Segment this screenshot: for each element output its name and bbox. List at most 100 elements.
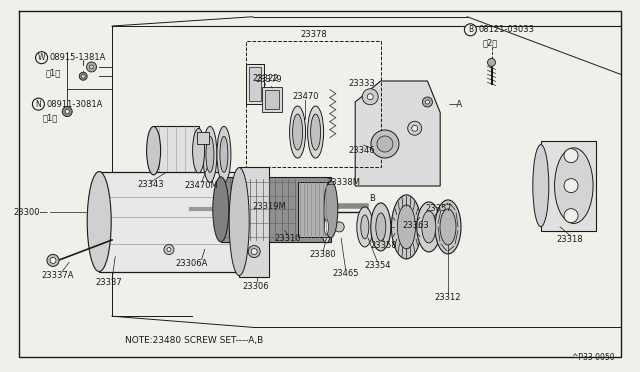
Circle shape: [90, 65, 93, 69]
Text: 23319M: 23319M: [252, 202, 285, 211]
Ellipse shape: [220, 137, 228, 172]
Ellipse shape: [308, 106, 324, 158]
Circle shape: [248, 246, 260, 257]
Text: 23470: 23470: [292, 92, 319, 101]
Ellipse shape: [361, 215, 369, 239]
Ellipse shape: [87, 171, 111, 272]
Text: —A: —A: [448, 100, 462, 109]
Ellipse shape: [417, 202, 441, 252]
Ellipse shape: [244, 174, 264, 269]
Bar: [196, 132, 209, 144]
Ellipse shape: [212, 177, 229, 242]
Ellipse shape: [397, 205, 415, 249]
Text: B: B: [468, 25, 473, 34]
Bar: [262, 87, 282, 112]
Circle shape: [81, 74, 85, 78]
Circle shape: [408, 121, 422, 135]
Circle shape: [564, 179, 578, 193]
Circle shape: [65, 110, 69, 113]
Circle shape: [422, 97, 433, 107]
Text: 08911-3081A: 08911-3081A: [46, 100, 103, 109]
Text: 23465: 23465: [332, 269, 359, 278]
Polygon shape: [355, 81, 440, 186]
Ellipse shape: [290, 106, 306, 158]
Ellipse shape: [203, 126, 217, 182]
Ellipse shape: [435, 200, 461, 254]
Text: 23357: 23357: [425, 204, 452, 213]
Circle shape: [79, 72, 87, 80]
Ellipse shape: [324, 219, 328, 235]
Text: 23318: 23318: [556, 235, 583, 244]
Circle shape: [167, 247, 171, 251]
Circle shape: [164, 244, 174, 254]
Text: 23358: 23358: [371, 241, 397, 250]
Text: 23306: 23306: [243, 282, 269, 291]
Ellipse shape: [440, 209, 456, 245]
Ellipse shape: [554, 148, 593, 224]
Circle shape: [412, 125, 418, 131]
Text: 23380: 23380: [310, 250, 337, 259]
Text: （1）: （1）: [45, 68, 61, 77]
Text: 23337A: 23337A: [42, 271, 74, 280]
Bar: [298, 182, 328, 237]
Circle shape: [33, 98, 44, 110]
Text: 〈2〉: 〈2〉: [483, 38, 498, 47]
Bar: [239, 167, 269, 276]
Ellipse shape: [193, 128, 205, 173]
Bar: [221, 177, 331, 242]
Text: W: W: [38, 53, 45, 62]
Text: 23470M: 23470M: [185, 181, 218, 190]
Circle shape: [47, 254, 59, 266]
Ellipse shape: [321, 211, 332, 243]
Circle shape: [564, 149, 578, 163]
Ellipse shape: [292, 114, 303, 150]
Circle shape: [371, 130, 399, 158]
Text: 23310: 23310: [275, 234, 301, 243]
Circle shape: [488, 58, 495, 66]
Text: 23379: 23379: [255, 76, 282, 84]
Bar: [541, 141, 596, 231]
Ellipse shape: [217, 126, 231, 182]
Text: 23343: 23343: [137, 180, 164, 189]
Ellipse shape: [376, 213, 386, 241]
Text: 23333: 23333: [348, 79, 375, 88]
Text: 23337: 23337: [95, 278, 122, 287]
Ellipse shape: [206, 137, 214, 172]
Ellipse shape: [229, 167, 249, 276]
Circle shape: [50, 257, 56, 263]
Circle shape: [362, 89, 378, 105]
Circle shape: [334, 222, 344, 232]
Ellipse shape: [392, 195, 421, 259]
Circle shape: [377, 136, 393, 152]
Bar: [246, 41, 381, 167]
Ellipse shape: [422, 211, 436, 243]
Circle shape: [86, 62, 97, 72]
Ellipse shape: [371, 203, 391, 251]
Text: 23338M: 23338M: [326, 178, 360, 187]
Text: 23354: 23354: [364, 262, 391, 270]
Text: 23312: 23312: [435, 293, 461, 302]
Bar: [250, 67, 261, 101]
Bar: [246, 64, 264, 104]
Ellipse shape: [310, 114, 321, 150]
Circle shape: [367, 94, 373, 100]
Text: 23363: 23363: [403, 221, 429, 230]
Ellipse shape: [357, 207, 372, 247]
Text: 23300—: 23300—: [13, 208, 48, 217]
Circle shape: [465, 24, 476, 36]
Text: 23378: 23378: [300, 30, 327, 39]
Text: 23322: 23322: [252, 74, 279, 83]
Text: （1）: （1）: [42, 114, 58, 123]
Bar: [154, 126, 198, 175]
Text: NOTE:23480 SCREW SET----A,B: NOTE:23480 SCREW SET----A,B: [125, 336, 263, 345]
Text: 23306A: 23306A: [176, 259, 208, 268]
Text: N: N: [36, 100, 41, 109]
Text: 08121-03033: 08121-03033: [479, 25, 534, 34]
Text: ^P33 0050: ^P33 0050: [572, 353, 614, 362]
Ellipse shape: [324, 181, 338, 238]
Circle shape: [36, 52, 47, 64]
Text: 08915-1381A: 08915-1381A: [50, 53, 106, 62]
Bar: [99, 171, 254, 272]
Circle shape: [251, 248, 257, 254]
Text: B: B: [369, 193, 375, 202]
